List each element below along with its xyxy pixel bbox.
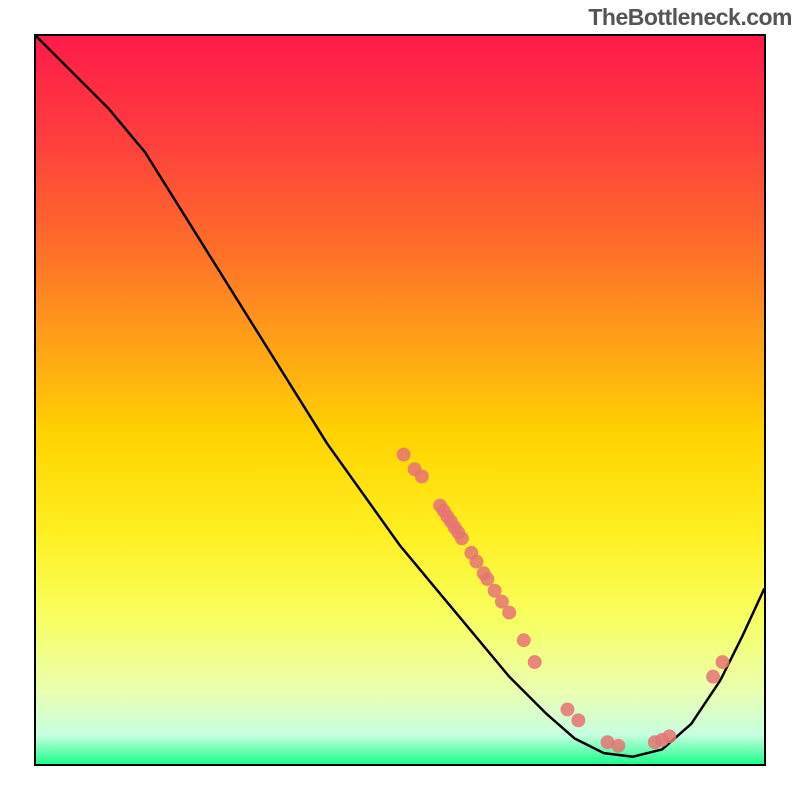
data-point-marker <box>571 713 585 727</box>
data-point-marker <box>502 606 516 620</box>
data-point-marker <box>517 633 531 647</box>
data-point-marker <box>480 572 494 586</box>
watermark-text: TheBottleneck.com <box>588 4 792 31</box>
data-point-marker <box>662 729 676 743</box>
data-point-marker <box>706 670 720 684</box>
chart-container: TheBottleneck.com <box>0 0 800 800</box>
chart-svg <box>36 36 764 764</box>
data-point-marker <box>716 655 730 669</box>
data-point-marker <box>560 702 574 716</box>
data-point-marker <box>528 655 542 669</box>
bottleneck-curve <box>36 36 764 757</box>
data-point-marker <box>469 555 483 569</box>
data-point-marker <box>415 469 429 483</box>
data-point-marker <box>455 531 469 545</box>
data-point-marker <box>611 739 625 753</box>
plot-area <box>34 34 766 766</box>
data-point-marker <box>397 448 411 462</box>
